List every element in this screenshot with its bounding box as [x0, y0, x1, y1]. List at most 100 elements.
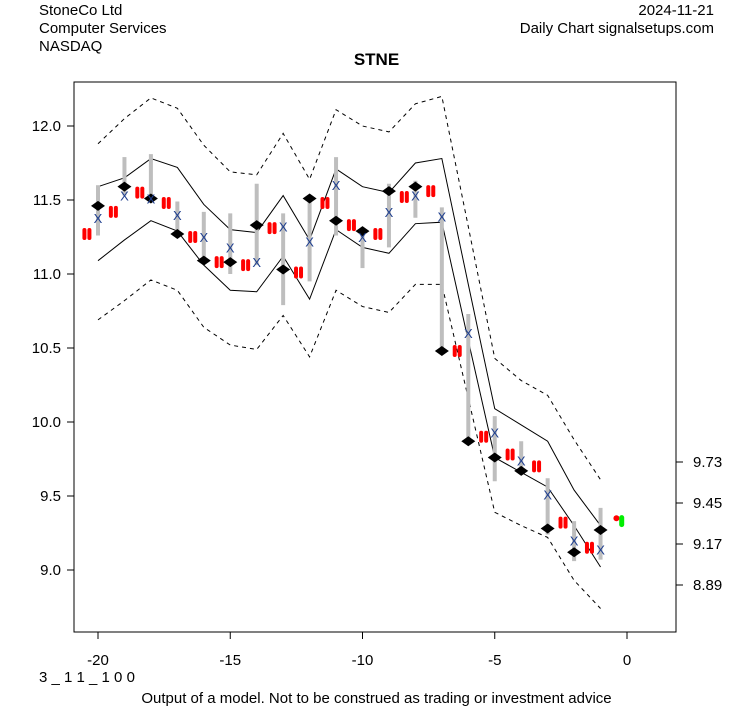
- diamond-marker: [408, 181, 423, 192]
- chart-source: Daily Chart signalsetups.com: [519, 20, 714, 37]
- x-tick-label: -20: [87, 652, 109, 669]
- forecast-green-marker: [619, 515, 625, 528]
- x-marker: X: [305, 234, 314, 249]
- red-marker: [113, 205, 118, 218]
- x-marker: X: [94, 211, 103, 226]
- x-marker: X: [543, 488, 552, 503]
- red-marker: [351, 219, 356, 232]
- red-marker: [457, 344, 462, 357]
- lower-inner-band: [97, 220, 601, 568]
- x-marker: X: [570, 533, 579, 548]
- disclaimer: Output of a model. Not to be construed a…: [141, 690, 612, 707]
- y-tick-label: 11.0: [33, 266, 61, 283]
- diamond-marker: [170, 229, 185, 240]
- red-marker: [537, 460, 542, 473]
- right-tick-label: 9.73: [693, 454, 722, 471]
- red-marker: [373, 228, 378, 241]
- x-marker: X: [279, 220, 288, 235]
- diamond-marker: [514, 465, 529, 476]
- red-marker: [558, 516, 563, 529]
- red-marker: [584, 541, 589, 554]
- x-tick-label: -10: [352, 652, 374, 669]
- model-code: 3 _ 1 1 _ 1 0 0: [39, 669, 135, 686]
- x-marker: X: [199, 230, 208, 245]
- exchange-label: NASDAQ: [39, 38, 103, 55]
- diamond-marker: [540, 523, 555, 534]
- diamond-marker: [117, 181, 132, 192]
- y-tick-label: 10.0: [32, 414, 61, 431]
- diamond-marker: [567, 547, 582, 558]
- chart-date: 2024-11-21: [638, 2, 714, 19]
- x-marker: X: [464, 326, 473, 341]
- red-marker: [505, 448, 510, 461]
- red-marker: [135, 186, 140, 199]
- diamond-marker: [593, 525, 608, 536]
- red-marker: [82, 228, 87, 241]
- red-marker: [452, 344, 457, 357]
- red-marker: [484, 430, 489, 443]
- red-marker: [299, 266, 304, 279]
- y-tick-label: 11.5: [33, 192, 61, 209]
- x-marker: X: [411, 189, 420, 204]
- x-marker: X: [120, 189, 129, 204]
- x-marker: X: [173, 208, 182, 223]
- diamond-marker: [461, 436, 476, 447]
- red-marker: [241, 259, 246, 272]
- chart-title: STNE: [353, 50, 400, 69]
- red-marker: [563, 516, 568, 529]
- x-tick-label: 0: [623, 652, 631, 669]
- right-tick-label: 8.89: [693, 577, 722, 594]
- red-marker: [140, 186, 145, 199]
- diamond-marker: [249, 220, 264, 231]
- diamond-marker: [434, 345, 449, 356]
- y-tick-label: 9.0: [40, 562, 61, 579]
- right-tick-label: 9.45: [693, 495, 722, 512]
- y-tick-label: 12.0: [32, 118, 61, 135]
- diamond-marker: [276, 264, 291, 275]
- red-marker: [532, 460, 537, 473]
- x-marker: X: [147, 192, 156, 207]
- red-marker: [589, 541, 594, 554]
- red-marker: [426, 185, 431, 198]
- sector-label: Computer Services: [39, 20, 167, 37]
- red-marker: [320, 196, 325, 209]
- upper-inner-band: [97, 157, 601, 526]
- x-marker: X: [596, 542, 605, 557]
- diamond-marker: [223, 257, 238, 268]
- red-marker: [479, 430, 484, 443]
- company-name: StoneCo Ltd: [39, 2, 123, 19]
- red-marker: [188, 231, 193, 243]
- x-marker: X: [358, 230, 367, 245]
- x-marker: X: [252, 255, 261, 270]
- red-marker: [246, 259, 251, 272]
- red-marker: [294, 266, 299, 279]
- x-marker: X: [517, 453, 526, 468]
- plot-frame: [73, 81, 677, 633]
- upper-outer-band: [97, 95, 601, 480]
- red-marker: [214, 256, 219, 269]
- red-marker: [404, 191, 409, 204]
- red-marker: [272, 222, 277, 235]
- red-marker: [399, 191, 404, 204]
- x-marker: X: [438, 209, 447, 224]
- red-marker: [193, 231, 198, 243]
- diamond-marker: [196, 255, 211, 266]
- y-tick-label: 9.5: [40, 488, 61, 505]
- x-marker: X: [226, 240, 235, 255]
- x-tick-label: -15: [219, 652, 241, 669]
- lower-outer-band: [97, 279, 601, 609]
- red-marker: [166, 196, 171, 209]
- x-tick-label: -5: [488, 652, 501, 669]
- red-marker: [346, 219, 351, 232]
- diamond-marker: [355, 226, 370, 237]
- red-marker: [219, 256, 224, 269]
- diamond-marker: [381, 186, 396, 197]
- diamond-marker: [302, 193, 317, 204]
- x-marker: X: [332, 178, 341, 193]
- x-marker: X: [385, 205, 394, 220]
- red-marker: [87, 228, 92, 241]
- red-marker: [267, 222, 272, 235]
- red-marker: [510, 448, 515, 461]
- right-tick-label: 9.17: [693, 536, 722, 553]
